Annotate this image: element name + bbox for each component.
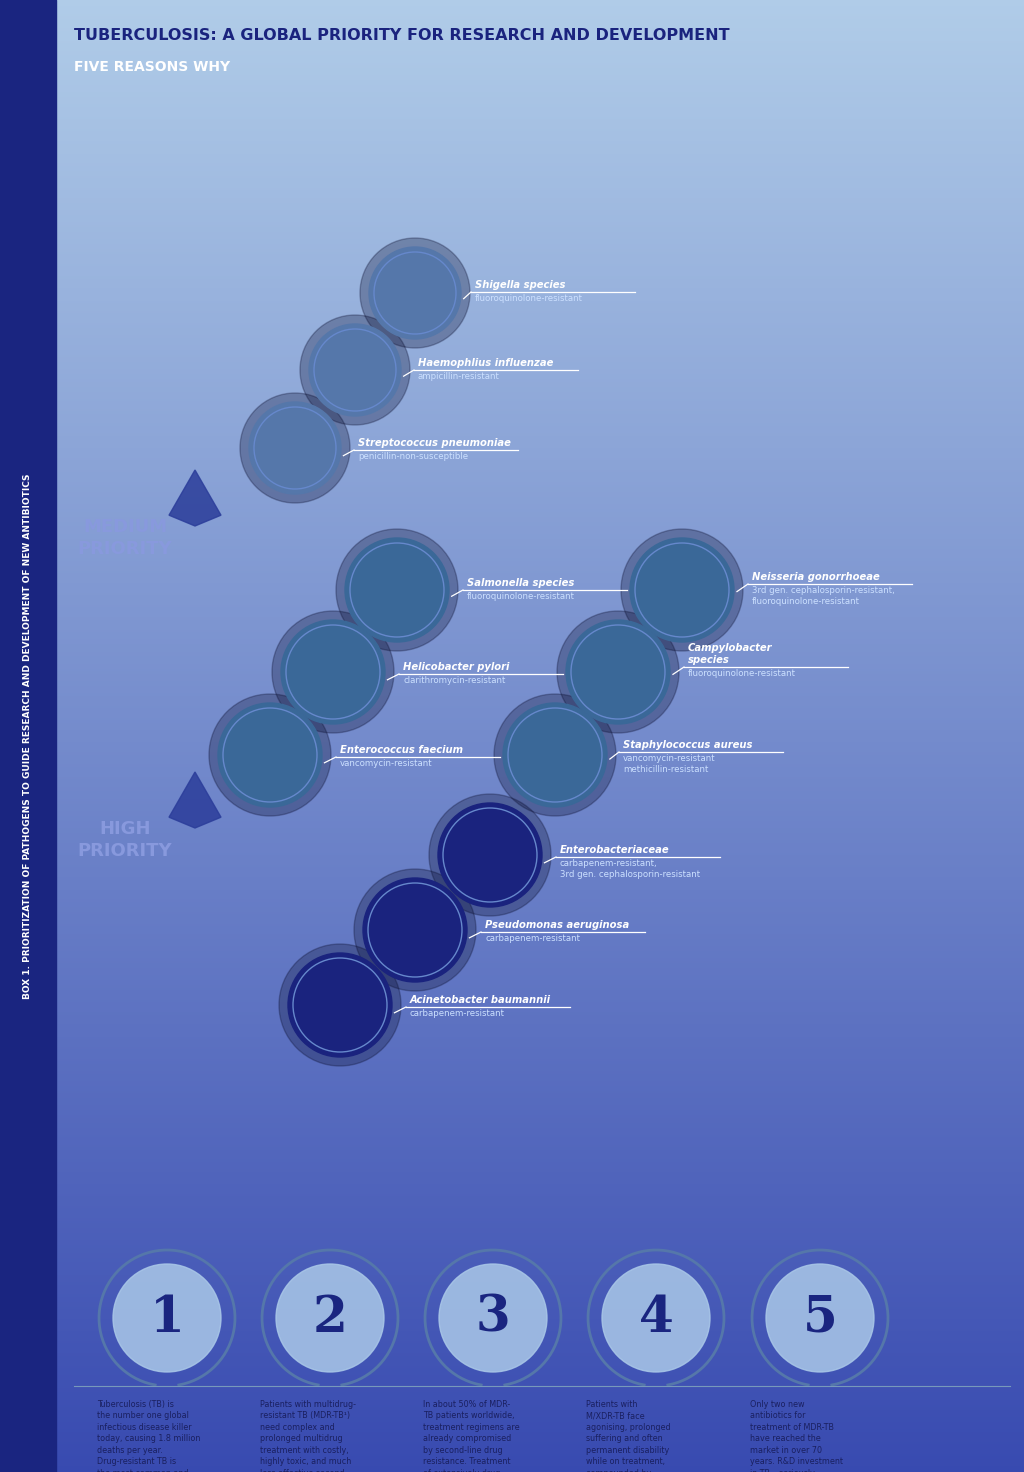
Circle shape [621,528,743,651]
Text: fluoroquinolone-resistant: fluoroquinolone-resistant [467,592,575,601]
Circle shape [281,620,385,724]
Text: Shigella species: Shigella species [475,280,565,290]
Circle shape [503,704,607,807]
Text: 1: 1 [150,1294,184,1342]
Circle shape [362,877,467,982]
Text: vancomycin-resistant
methicillin-resistant: vancomycin-resistant methicillin-resista… [623,754,716,774]
Text: 3: 3 [475,1294,510,1342]
Text: In about 50% of MDR-
TB patients worldwide,
treatment regimens are
already compr: In about 50% of MDR- TB patients worldwi… [423,1400,519,1472]
Circle shape [288,952,392,1057]
Text: carbapenem-resistant,
3rd gen. cephalosporin-resistant: carbapenem-resistant, 3rd gen. cephalosp… [560,860,700,879]
Text: FIVE REASONS WHY: FIVE REASONS WHY [74,60,230,74]
Text: carbapenem-resistant: carbapenem-resistant [410,1008,505,1019]
Text: 5: 5 [803,1294,838,1342]
Text: Patients with
M/XDR-TB face
agonising, prolonged
suffering and often
permanent d: Patients with M/XDR-TB face agonising, p… [586,1400,676,1472]
Text: BOX 1. PRIORITIZATION OF PATHOGENS TO GUIDE RESEARCH AND DEVELOPMENT OF NEW ANTI: BOX 1. PRIORITIZATION OF PATHOGENS TO GU… [24,474,33,998]
Circle shape [438,804,542,907]
Text: Neisseria gonorrhoeae: Neisseria gonorrhoeae [752,573,880,581]
Text: Salmonella species: Salmonella species [467,578,574,587]
Text: MEDIUM
PRIORITY: MEDIUM PRIORITY [78,518,172,558]
Circle shape [209,693,331,815]
Text: carbapenem-resistant: carbapenem-resistant [485,935,580,944]
Text: Acinetobacter baumannii: Acinetobacter baumannii [410,995,551,1005]
Circle shape [300,315,410,425]
Text: Staphylococcus aureus: Staphylococcus aureus [623,740,753,751]
Text: Streptococcus pneumoniae: Streptococcus pneumoniae [358,439,511,447]
Circle shape [240,393,350,503]
Text: 3rd gen. cephalosporin-resistant,
fluoroquinolone-resistant: 3rd gen. cephalosporin-resistant, fluoro… [752,586,895,606]
Text: Helicobacter pylori: Helicobacter pylori [403,662,509,673]
Text: fluoroquinolone-resistant: fluoroquinolone-resistant [475,294,583,303]
Text: vancomycin-resistant: vancomycin-resistant [340,760,432,768]
Circle shape [345,537,449,642]
Text: ampicillin-resistant: ampicillin-resistant [418,372,500,381]
Text: penicillin-non-susceptible: penicillin-non-susceptible [358,452,468,461]
Circle shape [113,1264,221,1372]
Text: clarithromycin-resistant: clarithromycin-resistant [403,676,506,684]
Text: Only two new
antibiotics for
treatment of MDR-TB
have reached the
market in over: Only two new antibiotics for treatment o… [750,1400,843,1472]
Circle shape [276,1264,384,1372]
Circle shape [249,402,341,495]
Circle shape [566,620,670,724]
Polygon shape [169,771,221,827]
Text: fluoroquinolone-resistant: fluoroquinolone-resistant [688,668,796,679]
Text: Haemophlius influenzae: Haemophlius influenzae [418,358,553,368]
Circle shape [439,1264,547,1372]
Circle shape [766,1264,874,1372]
Circle shape [602,1264,710,1372]
Text: Patients with multidrug-
resistant TB (MDR-TB¹)
need complex and
prolonged multi: Patients with multidrug- resistant TB (M… [260,1400,370,1472]
Circle shape [272,611,394,733]
Circle shape [279,944,401,1066]
Circle shape [429,793,551,916]
Text: TUBERCULOSIS: A GLOBAL PRIORITY FOR RESEARCH AND DEVELOPMENT: TUBERCULOSIS: A GLOBAL PRIORITY FOR RESE… [74,28,730,43]
Text: Enterobacteriaceae: Enterobacteriaceae [560,845,670,855]
Text: 4: 4 [639,1294,674,1342]
Circle shape [557,611,679,733]
Text: HIGH
PRIORITY: HIGH PRIORITY [78,820,172,860]
Circle shape [360,238,470,347]
Circle shape [494,693,616,815]
Text: Pseudomonas aeruginosa: Pseudomonas aeruginosa [485,920,630,930]
Circle shape [336,528,458,651]
Text: 2: 2 [312,1294,347,1342]
Polygon shape [169,470,221,526]
Circle shape [218,704,322,807]
Circle shape [369,247,461,339]
Circle shape [630,537,734,642]
Text: Enterococcus faecium: Enterococcus faecium [340,745,463,755]
Text: Campylobacter
species: Campylobacter species [688,643,772,665]
Circle shape [354,868,476,991]
Circle shape [309,324,401,417]
Text: Tuberculosis (TB) is
the number one global
infectious disease killer
today, caus: Tuberculosis (TB) is the number one glob… [97,1400,201,1472]
